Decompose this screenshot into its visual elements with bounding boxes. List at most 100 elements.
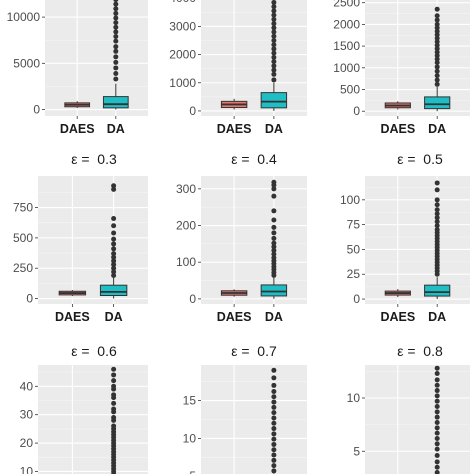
panel-6: 0 25 50 75 100 DAES DA ε = 0.5 — [340, 151, 470, 324]
y-tick-label: 10 — [183, 431, 197, 445]
x-tick-label-da: DA — [105, 310, 123, 324]
outlier-point — [113, 34, 119, 40]
outlier-point — [434, 430, 440, 436]
outlier-point — [434, 60, 440, 66]
y-tick-label: 1000 — [169, 76, 196, 90]
outlier-point — [271, 50, 277, 56]
panel-background — [201, 176, 307, 304]
box-da — [424, 284, 451, 297]
y-tick-label: 300 — [176, 182, 196, 196]
outlier-point — [434, 219, 440, 225]
outlier-point — [271, 251, 277, 257]
x-tick-label-daes: DAES — [380, 310, 415, 324]
y-tick-label: 3000 — [169, 19, 196, 33]
outlier-point — [271, 436, 277, 442]
outlier-point — [271, 193, 277, 199]
panel-background — [45, 0, 148, 116]
outlier-point — [434, 441, 440, 447]
outlier-point — [271, 179, 277, 185]
box-da — [260, 284, 288, 297]
outlier-point — [113, 70, 119, 76]
outlier-point — [434, 187, 440, 193]
y-tick-label: 5 — [353, 444, 360, 458]
outlier-point — [111, 372, 117, 378]
panel-2: 0 1000 2000 3000 4000 DAES DA — [169, 0, 307, 136]
outlier-point — [271, 235, 277, 241]
panel-title: ε = 0.7 — [231, 343, 277, 359]
outlier-point — [111, 378, 117, 384]
outlier-point — [111, 269, 117, 275]
outlier-point — [434, 35, 440, 41]
panel-title: ε = 0.8 — [397, 343, 443, 359]
y-tick-label: 25 — [347, 267, 361, 281]
panel-title: ε = 0.5 — [397, 151, 443, 167]
outlier-point — [271, 217, 277, 223]
outlier-point — [434, 227, 440, 233]
outlier-point — [434, 409, 440, 415]
y-tick-label: 100 — [340, 193, 360, 207]
outlier-point — [113, 15, 119, 21]
panel-background — [38, 176, 148, 304]
outlier-point — [271, 441, 277, 447]
outlier-point — [434, 388, 440, 394]
outlier-point — [113, 76, 119, 82]
outlier-point — [111, 265, 117, 271]
y-tick-label: 0 — [189, 104, 196, 118]
outlier-point — [434, 77, 440, 83]
outlier-point — [271, 42, 277, 48]
panel-8: 5 10 15 ε = 0.7 — [183, 343, 307, 474]
outlier-point — [111, 392, 117, 398]
outlier-point — [271, 29, 277, 35]
outlier-point — [434, 215, 440, 221]
outlier-point — [271, 59, 277, 65]
outlier-point — [434, 17, 440, 23]
outlier-point — [434, 28, 440, 34]
outlier-point — [434, 202, 440, 208]
y-tick-label: 750 — [13, 201, 33, 215]
outlier-point — [111, 400, 117, 406]
outlier-point — [271, 0, 277, 5]
y-tick-label: 1000 — [333, 61, 360, 75]
outlier-point — [434, 21, 440, 27]
outlier-point — [111, 241, 117, 247]
y-tick-label: 75 — [347, 218, 361, 232]
outlier-point — [111, 383, 117, 389]
outlier-point — [271, 25, 277, 31]
outlier-point — [434, 371, 440, 377]
outlier-point — [434, 53, 440, 59]
outlier-point — [271, 46, 277, 52]
outlier-point — [434, 223, 440, 229]
outlier-point — [434, 382, 440, 388]
x-tick-label-da: DA — [428, 310, 446, 324]
outlier-point — [111, 223, 117, 229]
panel-3: 0 500 1000 1500 2000 2500 DAES DA — [333, 0, 470, 136]
outlier-point — [271, 399, 277, 405]
x-tick-label-da: DA — [107, 122, 125, 136]
x-tick-label-daes: DAES — [55, 310, 90, 324]
outlier-point — [271, 447, 277, 453]
y-tick-label: 10000 — [7, 10, 41, 24]
outlier-point — [271, 63, 277, 69]
outlier-point — [271, 33, 277, 39]
outlier-point — [271, 247, 277, 253]
outlier-point — [271, 186, 277, 192]
box-da — [260, 92, 288, 109]
outlier-point — [271, 224, 277, 230]
y-tick-label: 2000 — [169, 48, 196, 62]
outlier-point — [111, 423, 117, 429]
outlier-point — [434, 464, 440, 470]
outlier-point — [111, 236, 117, 242]
outlier-point — [434, 6, 440, 12]
outlier-point — [434, 207, 440, 213]
box-da — [99, 284, 128, 297]
panel-1: 0 5000 10000 DAES DA — [7, 0, 148, 136]
outlier-point — [113, 59, 119, 65]
x-tick-label-daes: DAES — [380, 122, 415, 136]
outlier-point — [434, 81, 440, 87]
outlier-point — [113, 20, 119, 26]
outlier-point — [113, 38, 119, 44]
y-tick-label: 5000 — [13, 56, 40, 70]
panel-7: 10 20 30 40 ε = 0.6 — [20, 343, 148, 474]
outlier-point — [434, 453, 440, 459]
outlier-point — [271, 244, 277, 250]
